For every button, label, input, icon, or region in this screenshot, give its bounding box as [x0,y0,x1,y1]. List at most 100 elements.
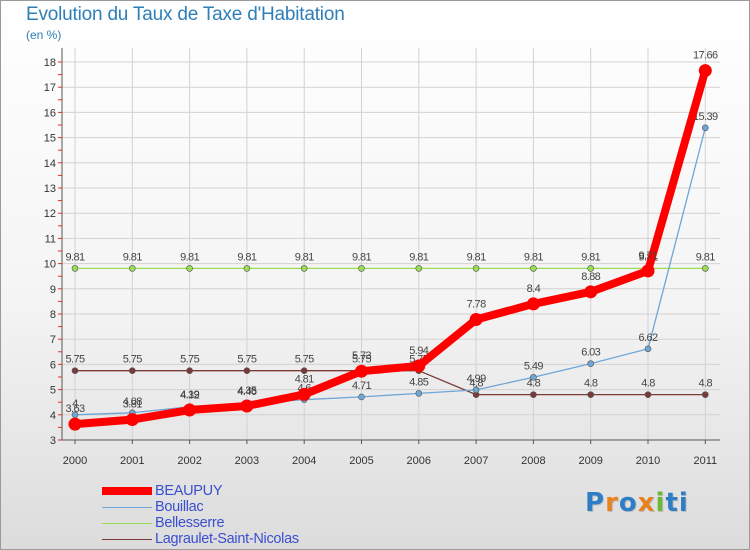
x-tick-label: 2007 [464,455,488,467]
data-label: 5.75 [352,354,371,366]
data-label: 6.62 [638,332,657,344]
data-label: 5.75 [237,354,256,366]
data-point [644,345,652,353]
y-tick-label: 13 [44,183,56,195]
y-tick-label: 7 [50,334,56,346]
data-label: 4.85 [409,376,428,388]
data-label: 4.8 [641,378,655,390]
data-point [129,265,136,272]
data-point [701,124,709,132]
data-label: 9.71 [638,250,657,262]
logo-letter: t [665,488,679,518]
y-tick-label: 14 [44,158,56,170]
legend-swatch [102,507,152,508]
series-line [74,69,710,429]
data-point [297,387,311,401]
data-point [125,413,139,427]
data-point [587,391,595,398]
data-label: 9.81 [65,251,84,263]
data-label: 8.4 [527,283,541,295]
data-point [412,359,426,373]
series-line [75,370,706,396]
data-label: 4.46 [237,386,256,398]
x-tick-label: 2009 [578,455,602,467]
data-label: 9.81 [295,251,314,263]
data-label: 9.81 [581,251,600,263]
logo-letter: x [637,488,656,518]
data-label: 4.19 [180,389,199,401]
data-point [526,297,540,311]
data-point [240,399,254,413]
data-label: 3.63 [65,403,84,415]
data-point [469,313,483,327]
data-point [300,265,308,272]
data-label: 6.03 [581,347,600,359]
data-point [472,265,480,272]
data-label: 4.71 [352,380,371,392]
y-tick-label: 17 [44,82,56,94]
data-point [587,265,595,272]
x-tick-label: 2010 [636,455,660,467]
y-tick-label: 16 [44,107,56,119]
data-label: 9.81 [696,251,715,263]
y-tick-label: 18 [44,57,56,69]
data-point [186,265,193,272]
data-label: 15.39 [693,111,718,123]
data-point [644,391,652,398]
x-tick-label: 2006 [407,455,431,467]
logo-letter: P [585,488,606,518]
data-label: 7.78 [467,299,486,311]
y-tick-label: 3 [50,435,56,447]
data-label: 4.35 [237,385,256,397]
data-label: 5.75 [180,354,199,366]
data-label: 4.8 [469,378,483,390]
data-label: 9.81 [180,251,199,263]
y-tick-label: 15 [44,133,56,145]
data-label: 5.73 [352,350,371,362]
data-label: 5.49 [524,360,543,372]
y-tick-label: 9 [50,284,56,296]
x-tick-label: 2000 [63,455,87,467]
logo-letter: r [605,488,619,518]
data-point [186,367,193,375]
data-point [415,390,423,397]
data-point [71,367,79,375]
data-label: 17.66 [693,50,718,62]
data-label: 5.75 [123,354,142,366]
data-point [358,393,365,401]
data-point [300,367,308,375]
data-label: 9.81 [524,251,543,263]
data-label: 9.81 [123,251,142,263]
x-tick-label: 2005 [349,455,373,467]
chart-title: Evolution du Taux de Taxe d'Habitation [26,4,345,25]
x-tick-label: 2004 [292,455,316,467]
data-label: 5.75 [65,354,84,366]
data-point [530,265,537,272]
data-label: 8.88 [581,271,600,283]
data-label: 9.81 [352,251,371,263]
data-point [698,64,712,78]
legend-label: Lagraulet-Saint-Nicolas [155,531,299,547]
data-label: 5.94 [409,345,428,357]
logo-letter: i [678,488,689,518]
data-point [415,265,423,272]
data-label: 9.81 [409,251,428,263]
data-point [584,285,598,299]
data-point [530,391,537,398]
data-point [129,367,136,375]
y-tick-label: 6 [50,359,56,371]
data-point [472,386,480,394]
y-tick-label: 11 [45,233,56,245]
legend-label: BEAUPUY [155,483,223,499]
data-point [183,403,197,417]
legend-swatch [102,487,152,495]
data-point [355,364,368,378]
y-tick-label: 10 [44,259,56,271]
data-point [68,417,82,431]
data-point [530,373,537,381]
x-tick-label: 2011 [693,455,717,467]
data-point [243,367,251,375]
data-label: 4.08 [123,396,142,408]
y-tick-label: 8 [50,309,56,321]
